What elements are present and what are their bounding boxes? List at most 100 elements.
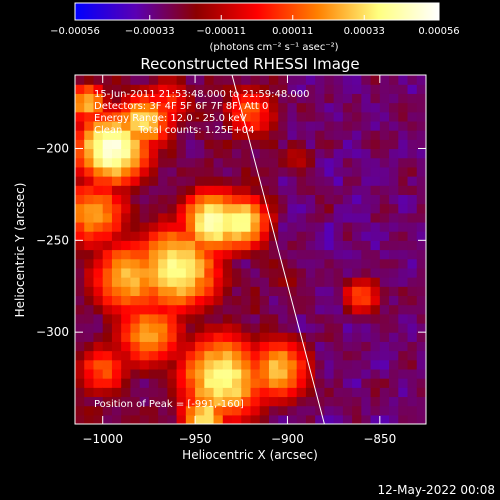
heatmap-cell — [222, 166, 233, 177]
heatmap-cell — [213, 194, 224, 205]
heatmap-cell — [416, 350, 426, 361]
heatmap-cell — [195, 139, 205, 150]
heatmap-cell — [407, 414, 418, 424]
heatmap-cell — [268, 221, 279, 232]
heatmap-cell — [407, 203, 418, 214]
heatmap-cell — [167, 130, 178, 140]
heatmap-cell — [241, 387, 252, 398]
heatmap-cell — [111, 414, 122, 424]
heatmap-cell — [84, 139, 95, 150]
heatmap-cell — [324, 322, 335, 333]
heatmap-cell — [213, 130, 224, 140]
heatmap-cell — [93, 75, 104, 85]
heatmap-cell — [342, 414, 353, 424]
heatmap-cell — [176, 102, 187, 113]
heatmap-cell — [176, 212, 187, 223]
heatmap-cell — [333, 405, 344, 416]
heatmap-cell — [102, 304, 113, 315]
heatmap-cell — [416, 405, 426, 416]
heatmap-cell — [398, 277, 409, 287]
heatmap-cell — [407, 267, 418, 278]
heatmap-cell — [324, 93, 335, 104]
heatmap-cell — [352, 405, 362, 416]
heatmap-cell — [315, 368, 325, 379]
heatmap-cell — [389, 249, 399, 260]
x-tick-label: −850 — [363, 432, 396, 446]
heatmap-cell — [250, 130, 261, 140]
heatmap-cell — [315, 313, 325, 324]
heatmap-cell — [93, 102, 104, 113]
heatmap-cell — [195, 304, 205, 315]
heatmap-cell — [241, 368, 252, 379]
heatmap-cell — [111, 111, 122, 122]
heatmap-cell — [176, 387, 187, 398]
heatmap-cell — [167, 378, 178, 388]
heatmap-cell — [361, 267, 372, 278]
heatmap-cell — [352, 286, 362, 297]
heatmap-cell — [407, 387, 418, 398]
y-axis-label: Heliocentric Y (arcsec) — [13, 183, 27, 318]
heatmap-cell — [361, 304, 372, 315]
heatmap-cell — [232, 185, 242, 195]
heatmap-cell — [167, 286, 178, 297]
heatmap-cell — [333, 414, 344, 424]
heatmap-cell — [195, 176, 205, 186]
heatmap-cell — [268, 341, 279, 352]
heatmap-cell — [139, 249, 150, 260]
heatmap-cell — [158, 414, 168, 424]
heatmap-cell — [148, 139, 159, 150]
heatmap-cell — [342, 396, 353, 407]
heatmap-cell — [342, 120, 353, 131]
heatmap-cell — [84, 359, 95, 370]
heatmap-cell — [287, 203, 298, 214]
heatmap-cell — [213, 396, 224, 407]
heatmap-cell — [324, 387, 335, 398]
heatmap-cell — [379, 130, 390, 140]
heatmap-cell — [379, 350, 390, 361]
heatmap-cell — [268, 378, 279, 388]
heatmap-cell — [232, 84, 242, 94]
heatmap-cell — [315, 359, 325, 370]
heatmap-cell — [75, 396, 85, 407]
heatmap-cell — [139, 185, 150, 195]
heatmap-cell — [416, 148, 426, 159]
heatmap-cell — [324, 130, 335, 140]
heatmap-cell — [84, 75, 95, 85]
heatmap-cell — [130, 304, 141, 315]
heatmap-cell — [185, 258, 196, 269]
heatmap-cell — [93, 157, 104, 168]
heatmap-cell — [148, 176, 159, 186]
heatmap-cell — [268, 240, 279, 251]
heatmap-cell — [167, 139, 178, 150]
heatmap-cell — [259, 148, 270, 159]
heatmap-cell — [370, 221, 381, 232]
heatmap-cell — [167, 148, 178, 159]
heatmap-cell — [342, 359, 353, 370]
heatmap-cell — [102, 185, 113, 195]
heatmap-cell — [75, 295, 85, 306]
heatmap-cell — [398, 313, 409, 324]
heatmap-cell — [268, 396, 279, 407]
heatmap-cell — [93, 350, 104, 361]
heatmap-cell — [84, 111, 95, 122]
heatmap-cell — [379, 332, 390, 342]
heatmap-cell — [352, 341, 362, 352]
heatmap-cell — [287, 258, 298, 269]
heatmap-cell — [241, 166, 252, 177]
heatmap-cell — [185, 176, 196, 186]
heatmap-cell — [398, 185, 409, 195]
heatmap-cell — [139, 240, 150, 251]
heatmap-cell — [93, 405, 104, 416]
heatmap-cell — [84, 130, 95, 140]
colorbar-tick-label: 0.00056 — [418, 26, 459, 37]
heatmap-cell — [361, 221, 372, 232]
heatmap-cell — [268, 185, 279, 195]
heatmap-cell — [75, 75, 85, 85]
heatmap-cell — [287, 120, 298, 131]
heatmap-cell — [361, 75, 372, 85]
heatmap-cell — [379, 120, 390, 131]
heatmap-cell — [416, 332, 426, 342]
heatmap-cell — [361, 350, 372, 361]
heatmap-cell — [296, 194, 307, 205]
heatmap-cell — [361, 194, 372, 205]
